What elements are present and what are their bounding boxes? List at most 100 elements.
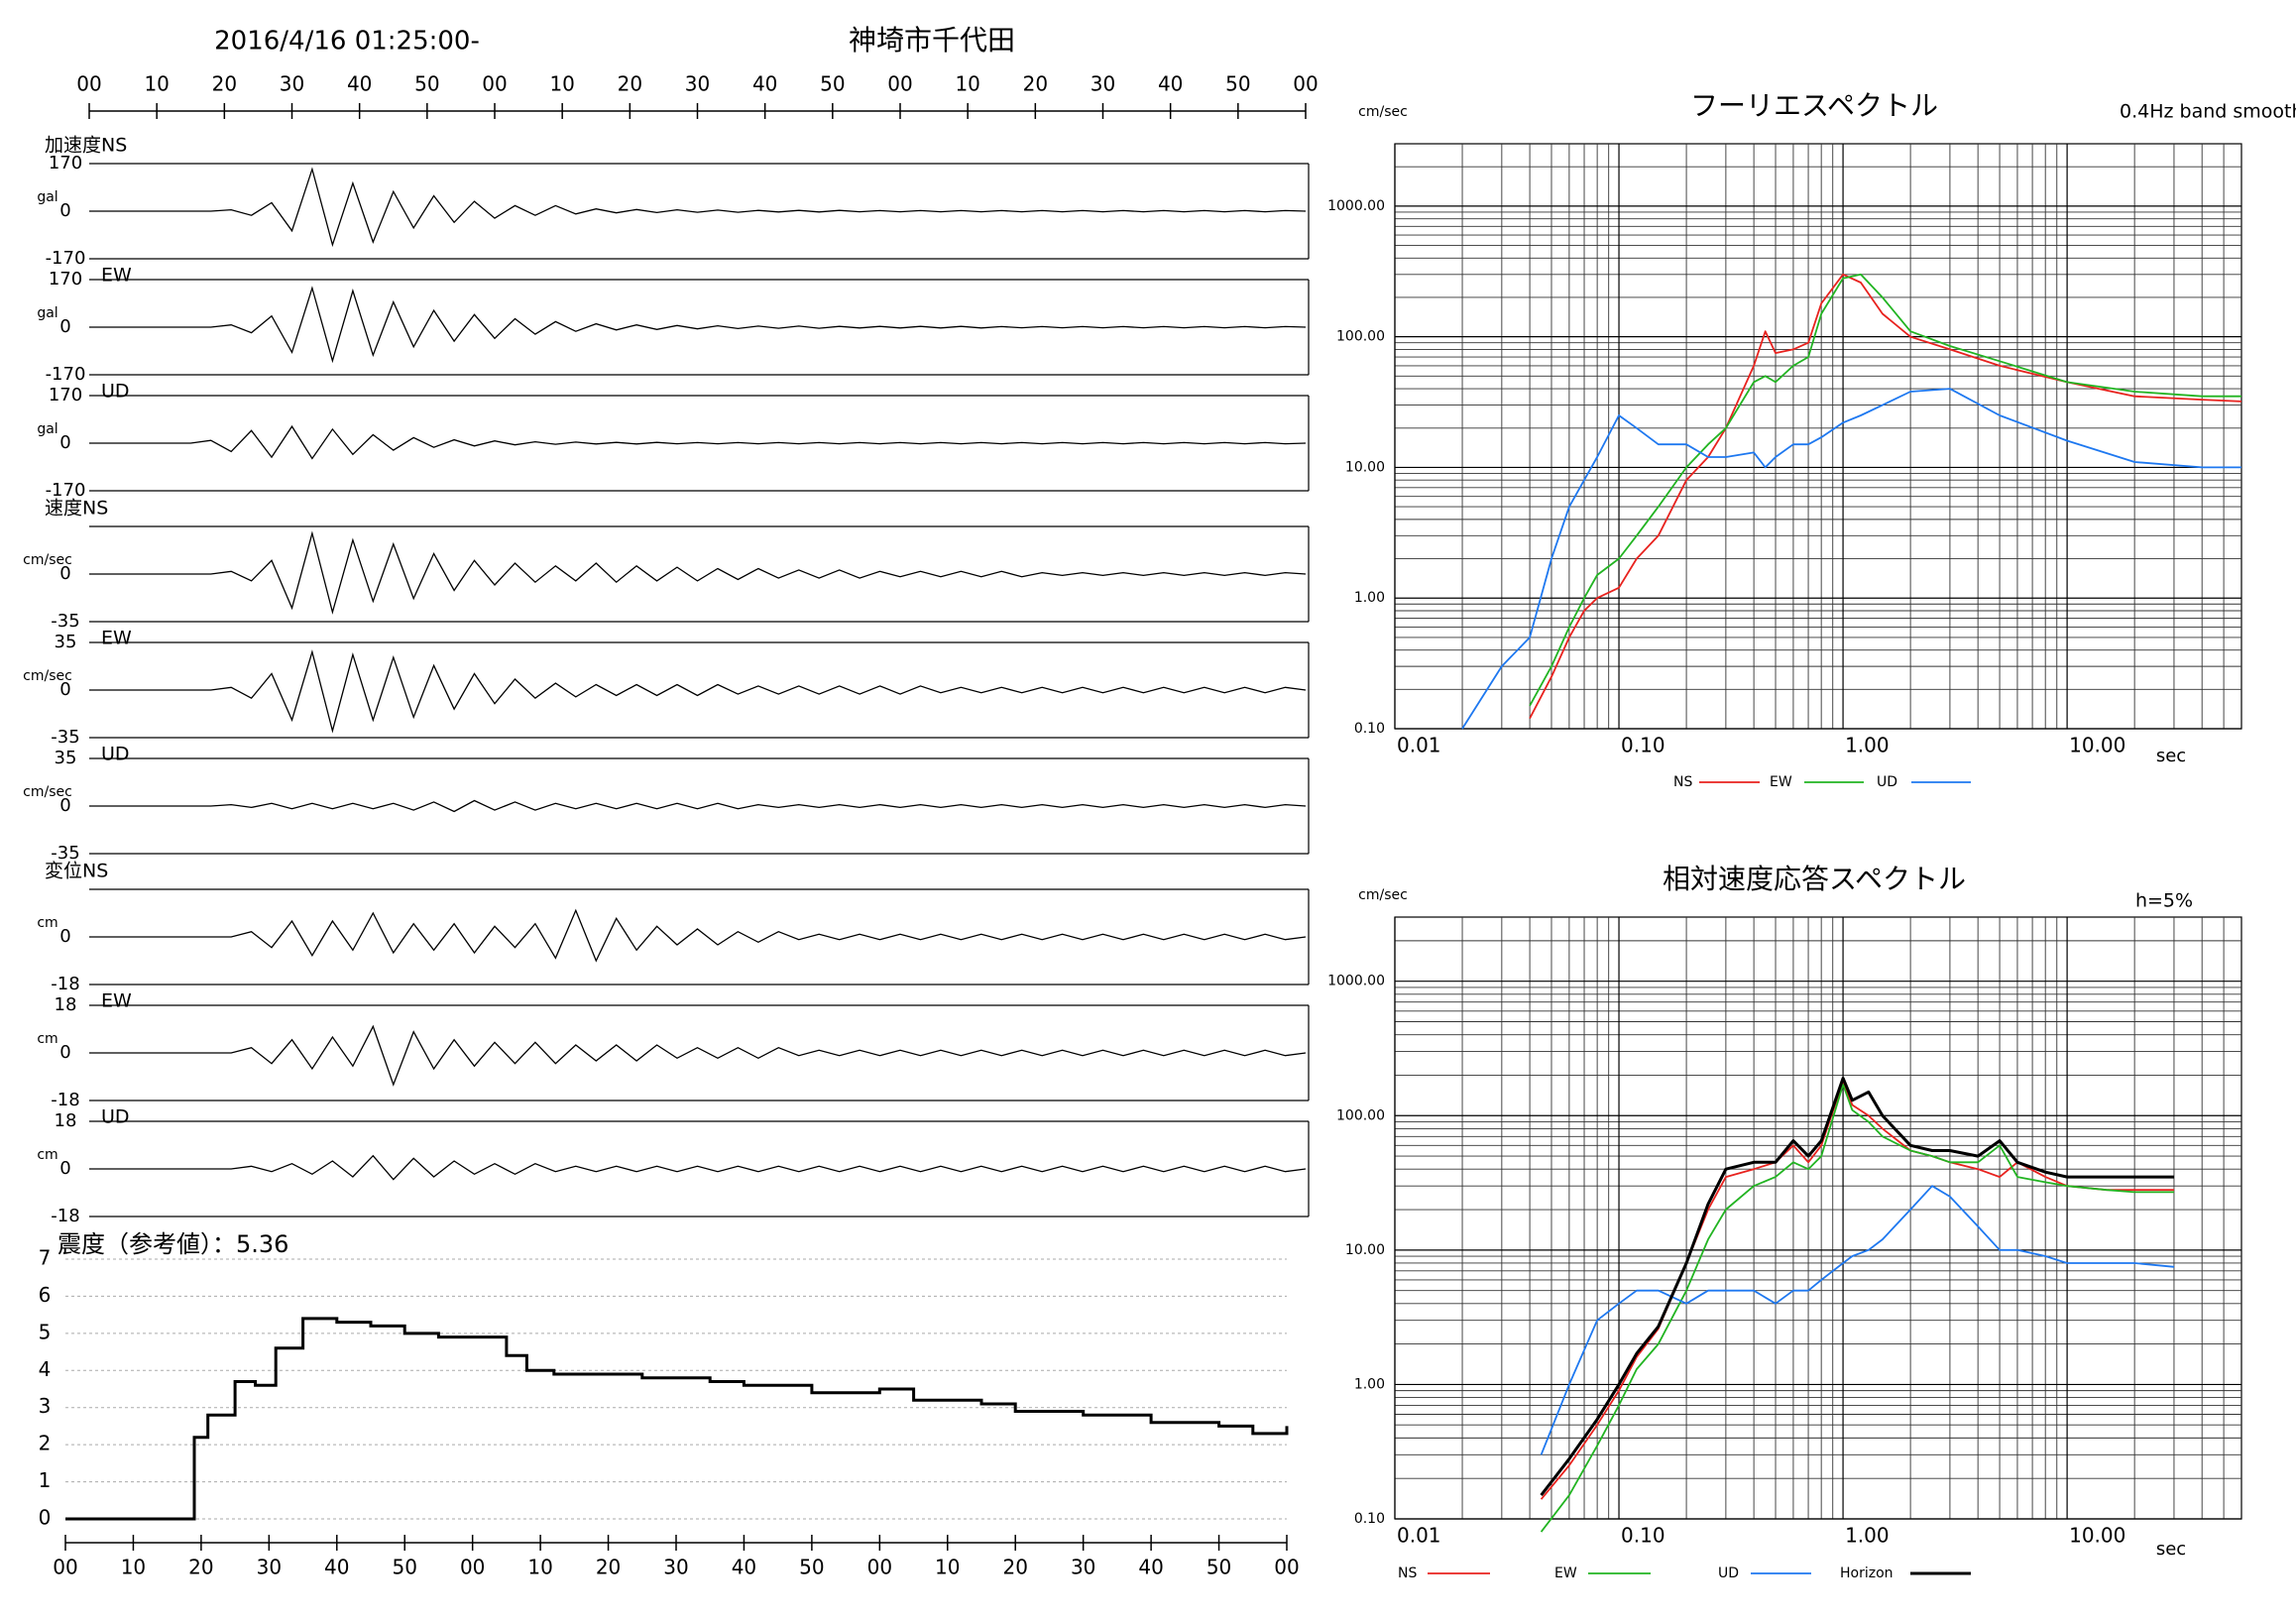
unit-label: cm/sec	[23, 552, 72, 568]
x-tick-label: 00	[1293, 72, 1318, 96]
x-tick-label: 50	[820, 72, 845, 96]
y-tick-label: 6	[39, 1283, 52, 1307]
y-tick-label: 0	[59, 563, 70, 584]
y-tick-label: -35	[51, 843, 79, 864]
y-tick-label: 0	[59, 432, 70, 453]
x-tick-label: 30	[685, 72, 710, 96]
x-tick-label: 40	[752, 72, 777, 96]
y-tick-label: 7	[39, 1246, 52, 1270]
x-tick-label: 10.00	[2069, 1524, 2125, 1548]
waveform-trace	[89, 286, 1307, 364]
y-tick-label: 35	[55, 748, 77, 768]
chart-title: 相対速度応答スペクトル	[1663, 863, 1966, 895]
y-tick-label: 170	[49, 385, 82, 406]
panel-label: EW	[101, 628, 132, 649]
panel-label: EW	[101, 265, 132, 287]
y-tick-label: 0	[59, 1158, 70, 1179]
y-tick-label: 10.00	[1345, 1242, 1385, 1258]
x-tick-label: 00	[482, 72, 507, 96]
y-tick-label: 0.10	[1354, 721, 1385, 737]
y-tick-label: 5	[39, 1320, 52, 1343]
legend-label: UD	[1877, 774, 1897, 790]
x-tick-label: 30	[1091, 72, 1115, 96]
legend-label: EW	[1554, 1565, 1577, 1581]
spectrum-line	[1540, 1077, 2174, 1497]
legend-label: EW	[1770, 774, 1792, 790]
y-tick-label: 170	[49, 153, 82, 174]
waveform-trace	[89, 649, 1307, 734]
x-tick-label: 20	[1002, 1556, 1027, 1579]
unit-label: cm	[37, 1147, 57, 1163]
y-unit: cm/sec	[1358, 104, 1408, 120]
panel-label: 速度NS	[45, 498, 108, 520]
x-tick-label: 00	[1274, 1556, 1299, 1579]
y-tick-label: 35	[55, 632, 77, 652]
panel-label: UD	[101, 744, 130, 765]
y-tick-label: -170	[46, 364, 86, 385]
y-tick-label: -35	[51, 611, 79, 632]
y-tick-label: 0	[59, 200, 70, 221]
y-tick-label: 0	[59, 1042, 70, 1063]
y-tick-label: 100.00	[1336, 329, 1385, 345]
x-tick-label: 10	[955, 72, 979, 96]
x-tick-label: 0.10	[1621, 734, 1665, 757]
x-tick-label: 10	[527, 1556, 552, 1579]
y-tick-label: 0	[59, 926, 70, 947]
y-tick-label: 1.00	[1354, 1376, 1385, 1392]
y-tick-label: 1	[39, 1468, 52, 1492]
y-tick-label: 0	[39, 1506, 52, 1530]
x-tick-label: 50	[1225, 72, 1250, 96]
x-tick-label: 30	[280, 72, 304, 96]
y-tick-label: 3	[39, 1394, 52, 1418]
station-name: 神埼市千代田	[849, 24, 1015, 57]
unit-label: gal	[37, 305, 57, 321]
x-tick-label: 20	[212, 72, 237, 96]
legend-label: Horizon	[1840, 1565, 1894, 1581]
x-tick-label: 0.01	[1397, 734, 1441, 757]
y-unit: cm/sec	[1358, 887, 1408, 903]
x-tick-label: 10	[935, 1556, 960, 1579]
waveform-trace	[89, 799, 1307, 813]
x-tick-label: 30	[257, 1556, 282, 1579]
panel-label: 変位NS	[45, 861, 108, 882]
spectrum-line	[1461, 388, 2241, 730]
waveform-trace	[89, 167, 1307, 248]
y-tick-label: 170	[49, 269, 82, 290]
x-tick-label: 00	[867, 1556, 892, 1579]
x-unit: sec	[2156, 746, 2186, 766]
waveform-trace	[89, 424, 1307, 460]
x-tick-label: 20	[618, 72, 642, 96]
x-tick-label: 40	[1138, 1556, 1163, 1579]
chart-subtitle: h=5%	[2135, 890, 2193, 912]
y-tick-label: -170	[46, 480, 86, 501]
chart-title: 震度（参考値）：5.36	[57, 1230, 288, 1258]
y-tick-label: 0	[59, 679, 70, 700]
unit-label: cm/sec	[23, 784, 72, 800]
x-tick-label: 0.01	[1397, 1524, 1441, 1548]
x-tick-label: 50	[799, 1556, 824, 1579]
spectrum-line	[1540, 1084, 2174, 1533]
panel-label: UD	[101, 381, 130, 403]
x-tick-label: 00	[460, 1556, 485, 1579]
x-tick-label: 40	[1158, 72, 1183, 96]
spectrum-line	[1529, 273, 2241, 707]
waveform-trace	[89, 908, 1307, 963]
x-tick-label: 40	[324, 1556, 349, 1579]
waveform-trace	[89, 530, 1307, 615]
x-tick-label: 10	[549, 72, 574, 96]
x-tick-label: 10	[121, 1556, 146, 1579]
y-tick-label: 4	[39, 1357, 52, 1381]
panel-label: 加速度NS	[45, 135, 127, 157]
x-unit: sec	[2156, 1539, 2186, 1560]
y-tick-label: 1.00	[1354, 590, 1385, 606]
unit-label: cm	[37, 915, 57, 931]
x-tick-label: 20	[1023, 72, 1048, 96]
y-tick-label: 1000.00	[1327, 974, 1385, 989]
x-tick-label: 1.00	[1845, 734, 1890, 757]
x-tick-label: 1.00	[1845, 1524, 1890, 1548]
y-tick-label: 100.00	[1336, 1107, 1385, 1123]
y-tick-label: -18	[51, 974, 79, 994]
chart-subtitle: 0.4Hz band smoothing	[2120, 101, 2296, 123]
